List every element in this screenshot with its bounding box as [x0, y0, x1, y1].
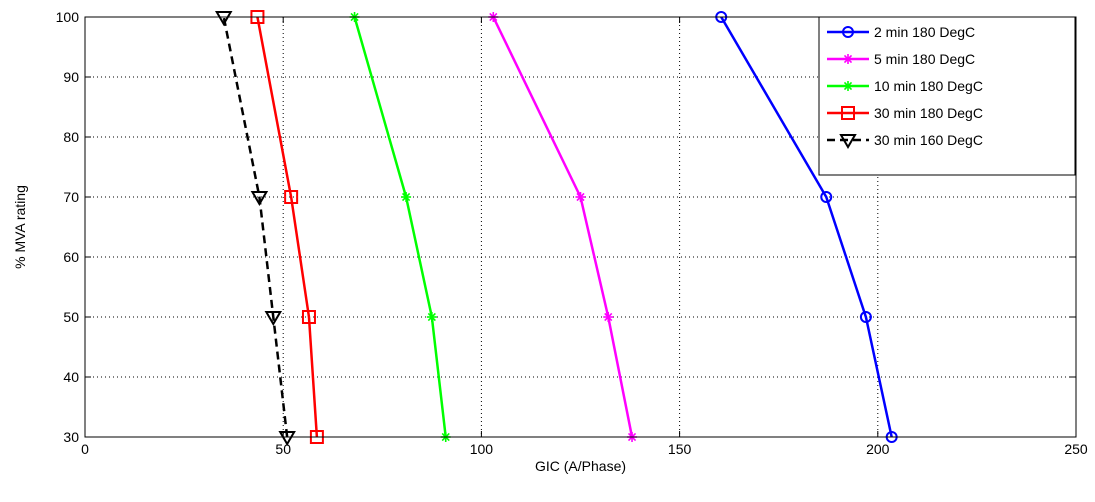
legend-entry: 5 min 180 DegC — [827, 51, 975, 67]
x-axis-label: GIC (A/Phase) — [535, 458, 626, 474]
axis-ticks: 0 50 100 150 200 250 30 40 50 60 70 80 90 100 — [56, 9, 1088, 457]
data-point — [250, 191, 269, 206]
legend-label: 2 min 180 DegC — [874, 24, 975, 40]
data-point — [264, 311, 283, 326]
data-point — [278, 431, 296, 446]
series-line — [256, 16, 319, 438]
x-tick-label: 100 — [470, 441, 494, 457]
y-tick-label: 60 — [63, 249, 79, 265]
legend-marker — [843, 54, 853, 64]
x-tick-label: 200 — [866, 441, 890, 457]
legend-box — [818, 16, 1076, 176]
legend-entry: 10 min 180 DegC — [827, 78, 983, 94]
x-tick-label: 0 — [81, 441, 89, 457]
data-point — [214, 11, 233, 26]
series-line — [492, 16, 634, 438]
data-point — [284, 190, 299, 204]
legend-label: 30 min 180 DegC — [874, 105, 983, 121]
data-point — [301, 310, 316, 324]
data-point — [575, 192, 586, 202]
x-tick-label: 50 — [275, 441, 291, 457]
series-line — [720, 16, 893, 438]
data-point — [603, 312, 614, 322]
series-5 — [214, 11, 296, 446]
x-tick-label: 250 — [1064, 441, 1088, 457]
legend-label: 30 min 160 DegC — [874, 132, 983, 148]
legend-entry: 30 min 180 DegC — [827, 105, 983, 121]
x-tick-label: 150 — [668, 441, 692, 457]
y-tick-label: 70 — [63, 189, 79, 205]
y-axis-label: % MVA rating — [12, 185, 28, 269]
series-line — [353, 16, 447, 438]
y-tick-label: 80 — [63, 129, 79, 145]
y-tick-label: 50 — [63, 309, 79, 325]
data-point — [859, 311, 872, 323]
legend-marker — [842, 26, 854, 38]
legend-entry: 2 min 180 DegC — [827, 24, 975, 40]
legend-label: 10 min 180 DegC — [874, 78, 983, 94]
y-tick-label: 30 — [63, 429, 79, 445]
data-point — [426, 312, 437, 322]
legend: 2 min 180 DegC 5 min 180 DegC 10 min 180 D… — [818, 16, 1076, 176]
y-tick-label: 40 — [63, 369, 79, 385]
data-point — [820, 191, 833, 203]
legend-marker — [841, 106, 855, 120]
legend-entry: 30 min 160 DegC — [827, 132, 983, 149]
legend-label: 5 min 180 DegC — [874, 51, 975, 67]
data-point — [401, 192, 412, 202]
y-tick-label: 90 — [63, 69, 79, 85]
legend-marker — [839, 134, 857, 149]
legend-marker — [843, 81, 853, 91]
plot-frame — [84, 16, 1077, 438]
y-tick-label: 100 — [56, 9, 80, 25]
